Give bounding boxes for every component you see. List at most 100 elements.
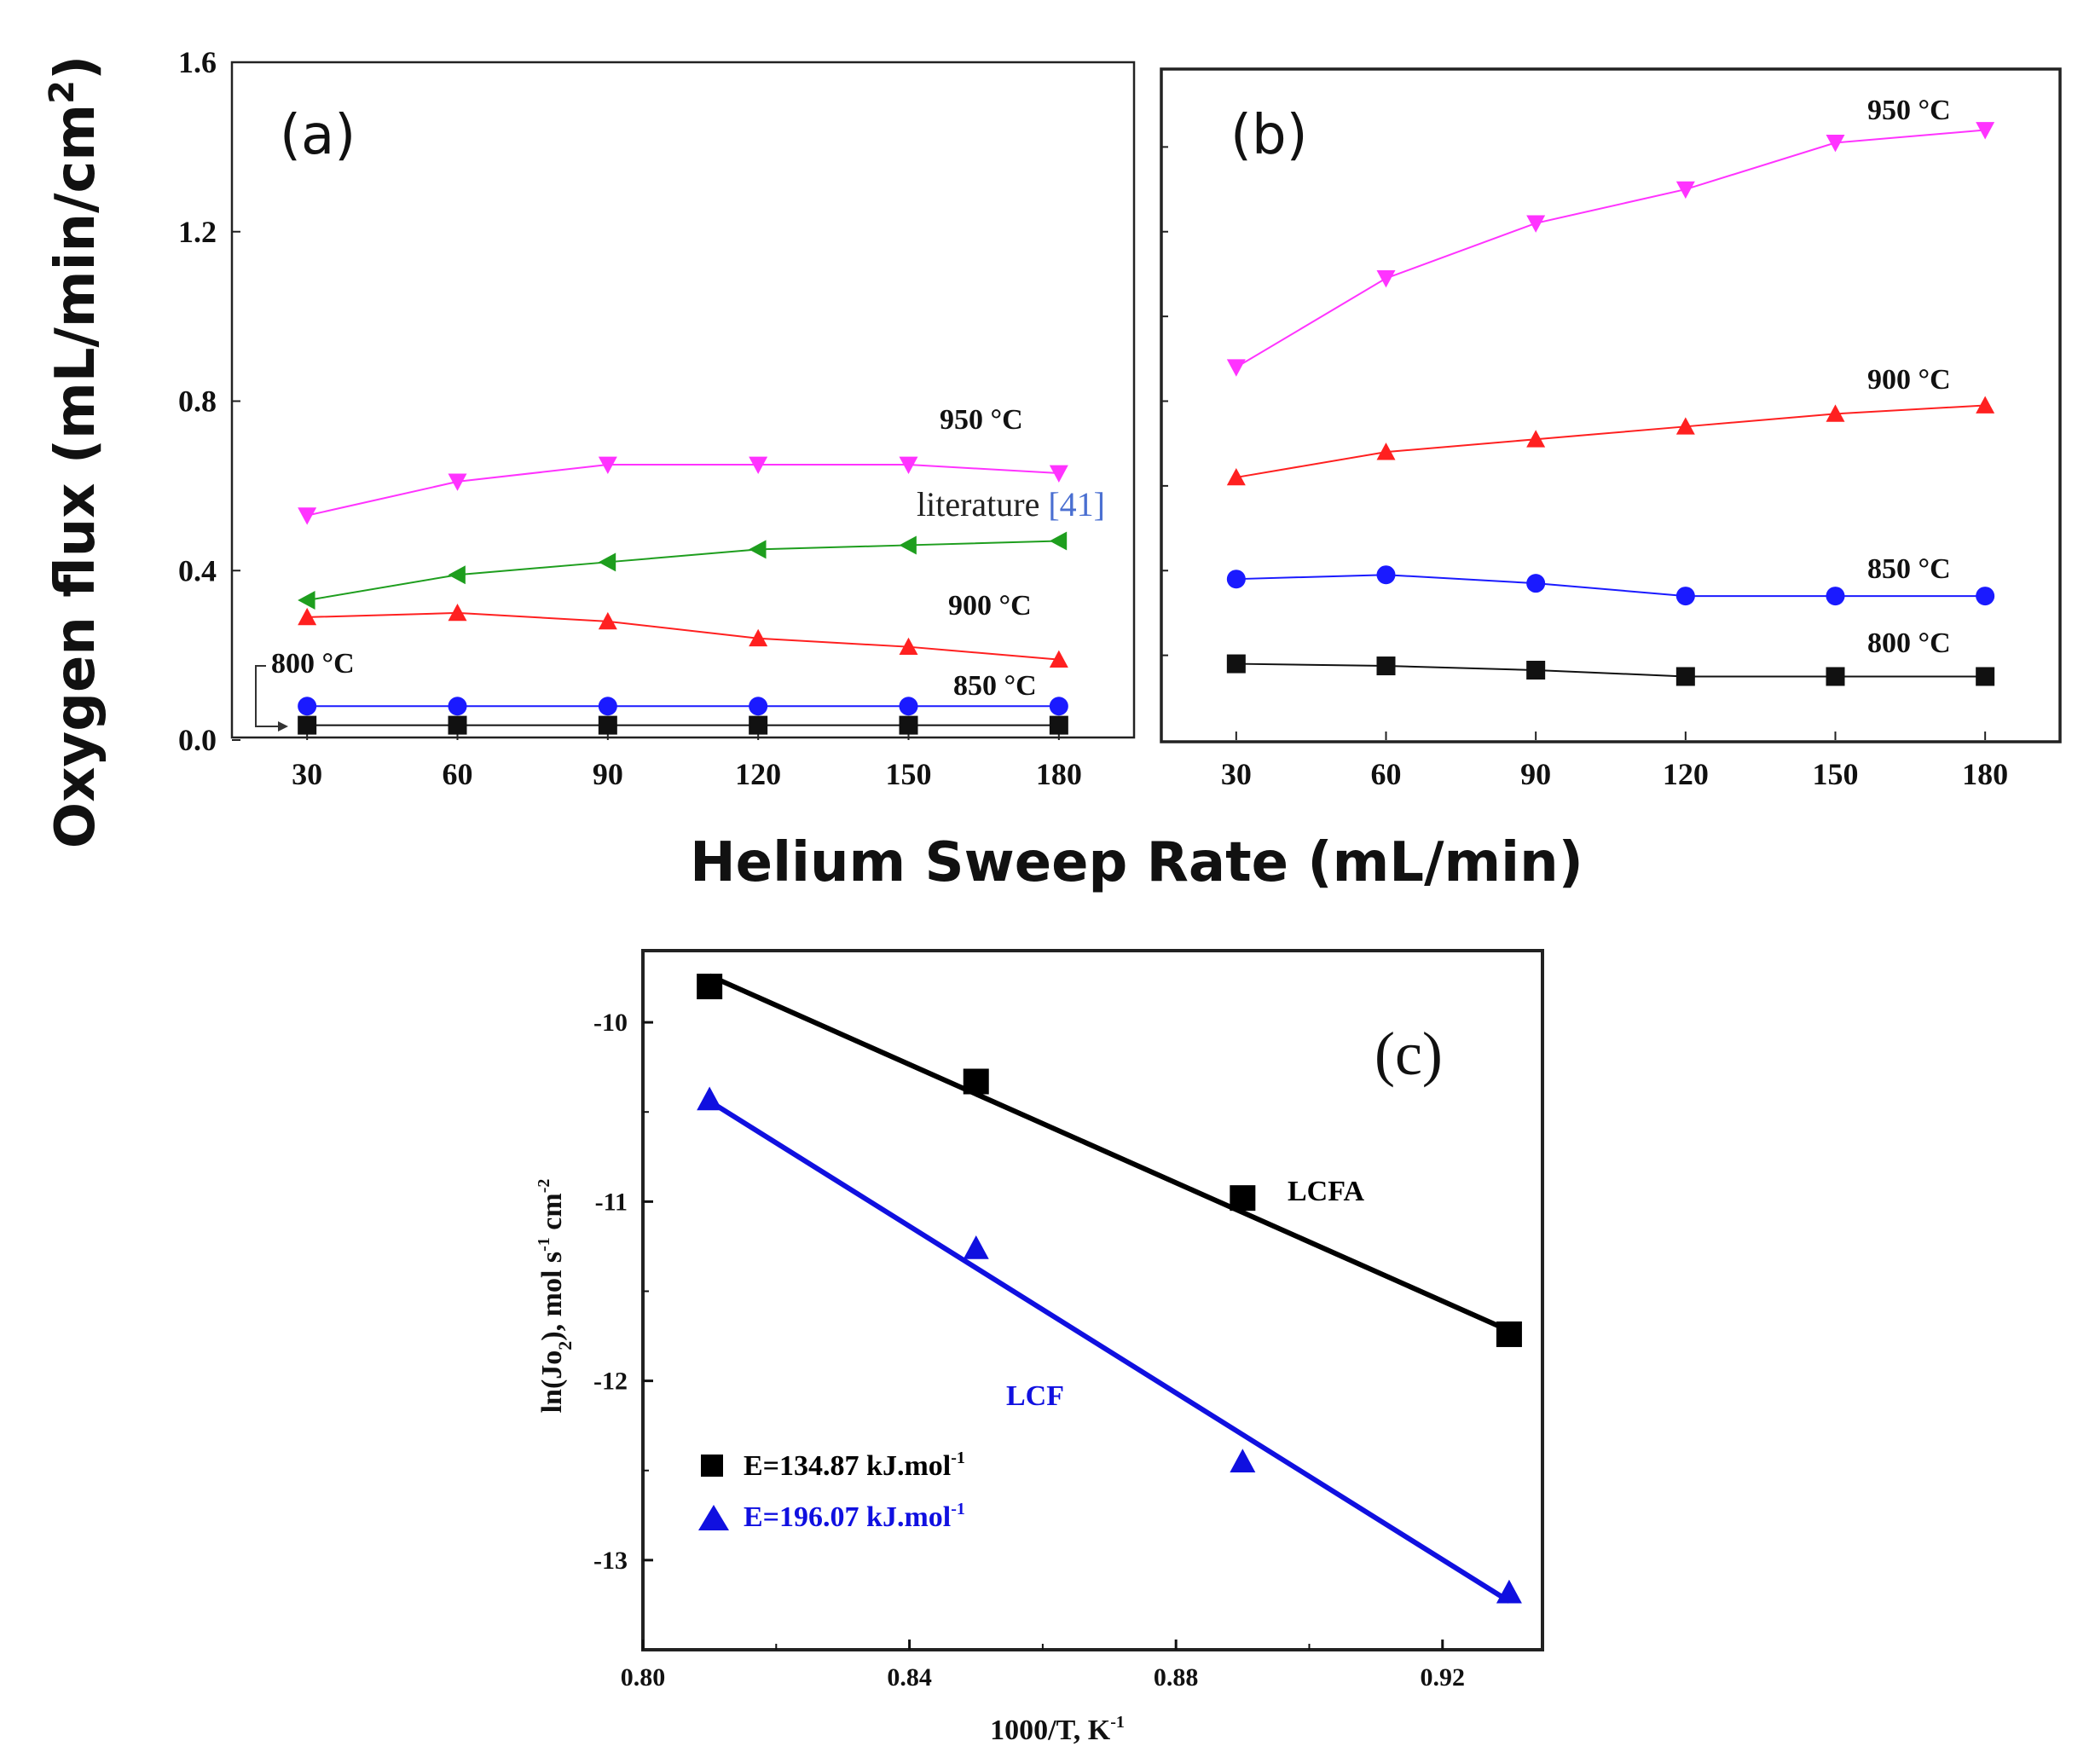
panel-c-y-title-part-5: -2 (535, 1179, 553, 1194)
a-point-literature-1 (448, 565, 466, 585)
b-point-t900-5 (1976, 396, 1995, 414)
a-point-t800-1 (448, 715, 467, 735)
shared-y-axis-title-sup: 2 (43, 80, 82, 104)
a-xtick-label-0: 30 (292, 757, 322, 791)
a-xtick-label-4: 150 (886, 757, 932, 791)
legend-lcf: E=196.07 kJ.mol-1 (744, 1500, 965, 1533)
a-xtick-label-5: 180 (1036, 757, 1082, 791)
c-xtick-label-0: 0.80 (621, 1663, 666, 1692)
a-point-t850-2 (598, 697, 617, 716)
a-point-t950-2 (598, 456, 617, 475)
b-point-t800-4 (1826, 667, 1845, 686)
b-point-t850-1 (1376, 565, 1396, 585)
panel-c-y-title-part-3: -1 (535, 1237, 553, 1252)
legend-lcfa-sup: -1 (951, 1449, 965, 1467)
a-line-t950 (306, 464, 1059, 517)
a-point-t800-5 (1049, 715, 1068, 735)
c-xtick-label-2: 0.88 (1154, 1663, 1199, 1692)
a-point-t900-4 (899, 637, 918, 656)
a-point-t950-0 (298, 507, 317, 525)
c-fit-lcf (708, 1099, 1511, 1604)
panel-c-x-axis-title-text: 1000/T, K (990, 1715, 1111, 1746)
a-point-t850-0 (298, 697, 317, 716)
a-point-t900-1 (448, 603, 467, 622)
b-point-t850-4 (1826, 587, 1845, 606)
c-point-lcf-1 (963, 1235, 989, 1259)
panel-a-frame (230, 61, 1136, 739)
b-line-t950 (1236, 129, 1986, 368)
label-a-800-arrow (255, 665, 286, 727)
shared-y-axis-title: Oxygen flux (mL/min/cm2) (43, 55, 107, 848)
b-point-t900-0 (1226, 467, 1246, 486)
c-point-lcfa-0 (697, 974, 723, 1000)
a-point-t850-5 (1049, 697, 1068, 716)
b-point-t950-0 (1226, 359, 1246, 377)
c-ytick-label-1: -11 (595, 1188, 628, 1216)
shared-y-axis-title-close: ) (44, 55, 107, 80)
label-a-900: 900 °C (948, 590, 1032, 622)
b-point-t900-2 (1526, 430, 1546, 448)
legend-lcfa: E=134.87 kJ.mol-1 (744, 1449, 965, 1482)
b-point-t800-2 (1526, 661, 1546, 680)
panel-c-frame (641, 949, 1544, 1651)
b-xtick-label-4: 150 (1813, 757, 1859, 791)
c-ytick-label-0: -10 (593, 1009, 628, 1037)
a-xtick-label-3: 120 (735, 757, 781, 791)
label-b-800: 800 °C (1867, 628, 1951, 659)
b-line-t800 (1236, 662, 1986, 678)
a-point-literature-0 (298, 591, 315, 610)
legend-lcf-text: E=196.07 kJ.mol (744, 1501, 951, 1533)
label-c-lcfa: LCFA (1288, 1176, 1364, 1207)
c-ytick-label-2: -12 (593, 1368, 628, 1396)
a-point-literature-3 (749, 540, 767, 559)
a-point-t950-1 (448, 473, 467, 491)
label-b-850: 850 °C (1867, 553, 1951, 585)
b-line-t900 (1236, 404, 1986, 478)
b-point-t800-1 (1376, 656, 1396, 676)
b-point-t950-4 (1826, 135, 1845, 153)
panel-c-x-axis-title: 1000/T, K-1 (990, 1713, 1125, 1746)
a-point-t850-4 (899, 697, 918, 716)
b-point-t800-3 (1675, 667, 1695, 686)
label-a-literature-ref[interactable]: [41] (1048, 485, 1105, 523)
panel-c-legend: E=134.87 kJ.mol-1 E=196.07 kJ.mol-1 (698, 1449, 965, 1533)
a-point-t800-3 (749, 715, 768, 735)
b-point-t900-1 (1376, 442, 1396, 460)
panel-c: (c) 0.80 0.84 0.88 0.92 -10-11-12-13 LCFA L… (535, 949, 1544, 1746)
label-a-literature-text: literature (917, 485, 1039, 523)
label-a-800: 800 °C (271, 648, 355, 680)
a-line-t900 (307, 611, 1059, 661)
b-point-t800-0 (1226, 654, 1246, 674)
a-point-t800-4 (899, 715, 918, 735)
shared-x-axis-title: Helium Sweep Rate (mL/min) (690, 831, 1583, 894)
a-xtick-label-1: 60 (443, 757, 473, 791)
panel-c-y-title-part-4: cm (536, 1193, 568, 1237)
c-point-lcfa-2 (1230, 1185, 1256, 1212)
b-point-t950-2 (1526, 215, 1546, 233)
b-xtick-label-5: 180 (1962, 757, 2008, 791)
label-a-800-arrowhead (278, 721, 288, 732)
a-ytick-label-0: 0.0 (178, 723, 217, 757)
a-point-t950-4 (899, 456, 918, 475)
b-point-t900-3 (1675, 417, 1695, 435)
label-b-950: 950 °C (1867, 95, 1951, 126)
a-point-t950-3 (749, 456, 768, 475)
a-point-t900-3 (749, 628, 768, 647)
a-ytick-label-3: 1.2 (178, 215, 217, 249)
b-xtick-label-3: 120 (1663, 757, 1709, 791)
panel-c-y-title-part-0: ln(Jo (536, 1350, 568, 1414)
b-xtick-label-0: 30 (1221, 757, 1252, 791)
a-point-t900-0 (298, 607, 317, 626)
a-point-t800-2 (598, 715, 617, 735)
a-line-literature (306, 540, 1059, 602)
panel-b-label: (b) (1230, 104, 1308, 167)
a-point-literature-4 (899, 535, 917, 555)
a-point-literature-5 (1049, 531, 1068, 551)
c-point-lcfa-3 (1496, 1321, 1522, 1347)
a-ytick-label-4: 1.6 (178, 45, 217, 79)
label-a-literature: literature [41] (917, 485, 1105, 523)
b-point-t800-5 (1976, 667, 1995, 686)
b-point-t900-4 (1826, 404, 1845, 422)
legend-lcfa-marker (701, 1455, 723, 1477)
